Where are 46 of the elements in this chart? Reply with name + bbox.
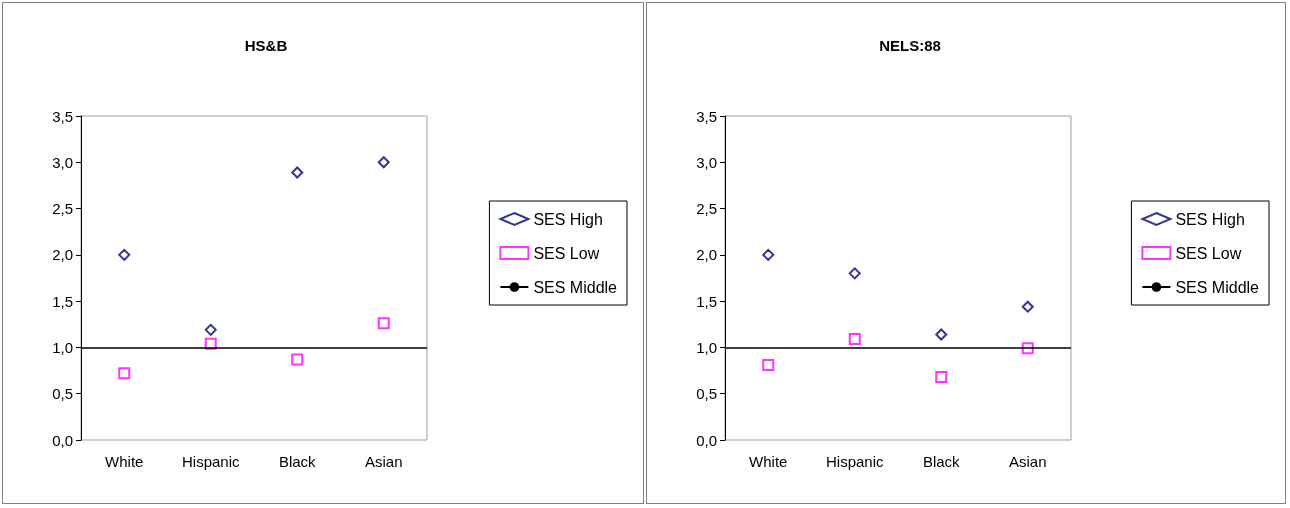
x-tick-label: Black [278,453,317,470]
legend-label: SES Middle [533,278,618,296]
y-tick-label: 3,5 [52,107,73,125]
y-tick-label: 1,0 [52,338,73,356]
x-tick-label: White [749,453,788,470]
point [118,248,131,261]
point [377,317,390,330]
point [377,156,390,169]
y-tick-label: 1,5 [696,292,717,310]
x-tick-label: Hispanic [825,453,885,470]
y-tick-label: 3,0 [52,153,73,171]
y-tick-label: 3,5 [696,107,717,125]
point [1021,300,1034,313]
legend-label: SES Low [1175,244,1242,262]
y-tick-label: 0,5 [52,385,73,403]
chart-title: HS&B [244,37,288,54]
point [935,371,948,384]
x-tick-label: Asian [364,453,403,470]
y-tick-label: 0,5 [696,385,717,403]
y-tick-label: 1,0 [696,338,717,356]
y-tick-label: 1,5 [52,292,73,310]
point [762,248,775,261]
x-tick-label: Asian [1008,453,1047,470]
point [204,323,217,336]
legend-label: SES Low [533,244,600,262]
point [848,333,861,346]
legend-label: SES Middle [1175,278,1260,296]
point [762,359,775,372]
y-tick-label: 2,5 [696,200,717,218]
y-tick-label: 0,0 [696,431,717,449]
legend-label: SES High [533,210,603,228]
chart-title: NELS:88 [879,37,941,54]
y-tick-label: 2,5 [52,200,73,218]
point [291,353,304,366]
y-tick-label: 0,0 [52,431,73,449]
x-tick-label: Black [922,453,961,470]
legend-label: SES High [1175,210,1245,228]
x-tick-label: White [105,453,144,470]
x-tick-label: Hispanic [181,453,241,470]
point [291,166,304,179]
point [118,367,131,380]
point [848,267,861,280]
y-tick-label: 3,0 [696,153,717,171]
y-tick-label: 2,0 [52,246,73,264]
point [935,328,948,341]
y-tick-label: 2,0 [696,246,717,264]
